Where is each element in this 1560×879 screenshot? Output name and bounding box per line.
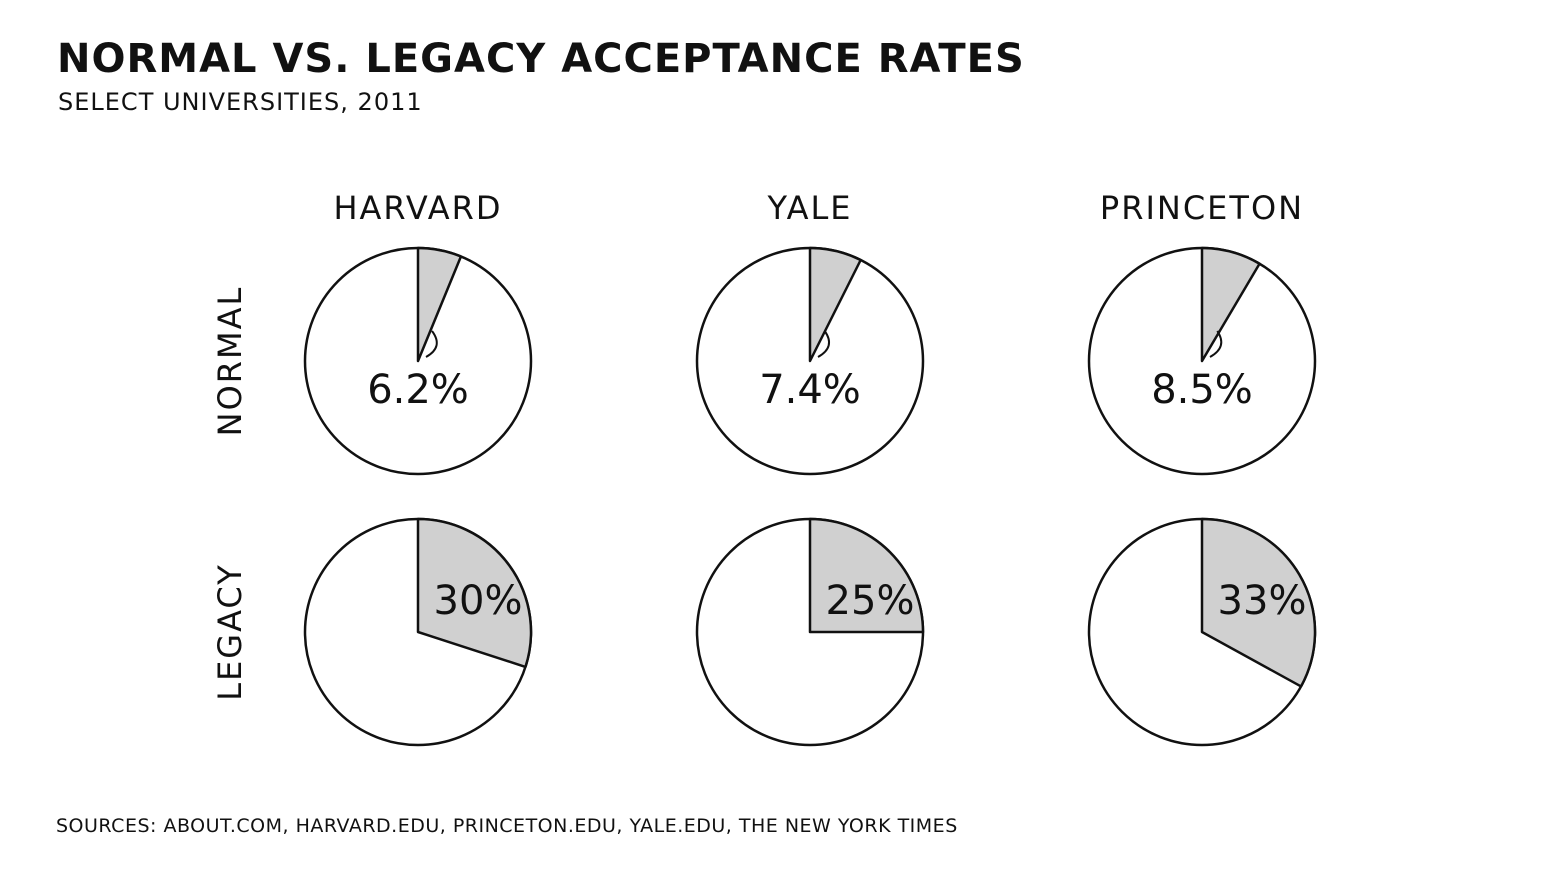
- pie-label-normal-yale: 7.4%: [759, 367, 861, 413]
- pie-legacy-princeton: 33%: [1087, 517, 1317, 747]
- pie-label-normal-harvard: 6.2%: [367, 367, 469, 413]
- angle-marker-normal-yale: [817, 330, 831, 358]
- row-header-normal: NORMAL: [211, 286, 249, 437]
- sources-note: SOURCES: ABOUT.COM, HARVARD.EDU, PRINCET…: [56, 815, 958, 837]
- pie-slice-normal-yale: [808, 246, 862, 363]
- pie-label-normal-princeton: 8.5%: [1151, 367, 1253, 413]
- pie-slice-normal-harvard: [416, 246, 463, 363]
- row-header-legacy: LEGACY: [211, 563, 249, 701]
- chart-subtitle: SELECT UNIVERSITIES, 2011: [58, 88, 423, 116]
- pie-normal-yale: 7.4%: [695, 246, 925, 476]
- angle-marker-normal-princeton: [1209, 330, 1223, 358]
- column-header-princeton: PRINCETON: [1100, 189, 1304, 227]
- pie-slice-legacy-harvard: [416, 517, 533, 669]
- pie-slice-legacy-yale: [808, 517, 925, 634]
- pie-slice-legacy-princeton: [1200, 517, 1317, 688]
- pie-label-legacy-yale: 25%: [826, 578, 915, 624]
- pie-slice-normal-princeton: [1200, 246, 1261, 363]
- pie-normal-princeton: 8.5%: [1087, 246, 1317, 476]
- pie-label-legacy-princeton: 33%: [1218, 578, 1307, 624]
- pie-legacy-yale: 25%: [695, 517, 925, 747]
- angle-marker-normal-harvard: [425, 330, 438, 358]
- pie-normal-harvard: 6.2%: [303, 246, 533, 476]
- column-header-harvard: HARVARD: [333, 189, 502, 227]
- pie-legacy-harvard: 30%: [303, 517, 533, 747]
- column-header-yale: YALE: [767, 189, 853, 227]
- pie-label-legacy-harvard: 30%: [434, 578, 523, 624]
- chart-title: NORMAL VS. LEGACY ACCEPTANCE RATES: [57, 36, 1025, 82]
